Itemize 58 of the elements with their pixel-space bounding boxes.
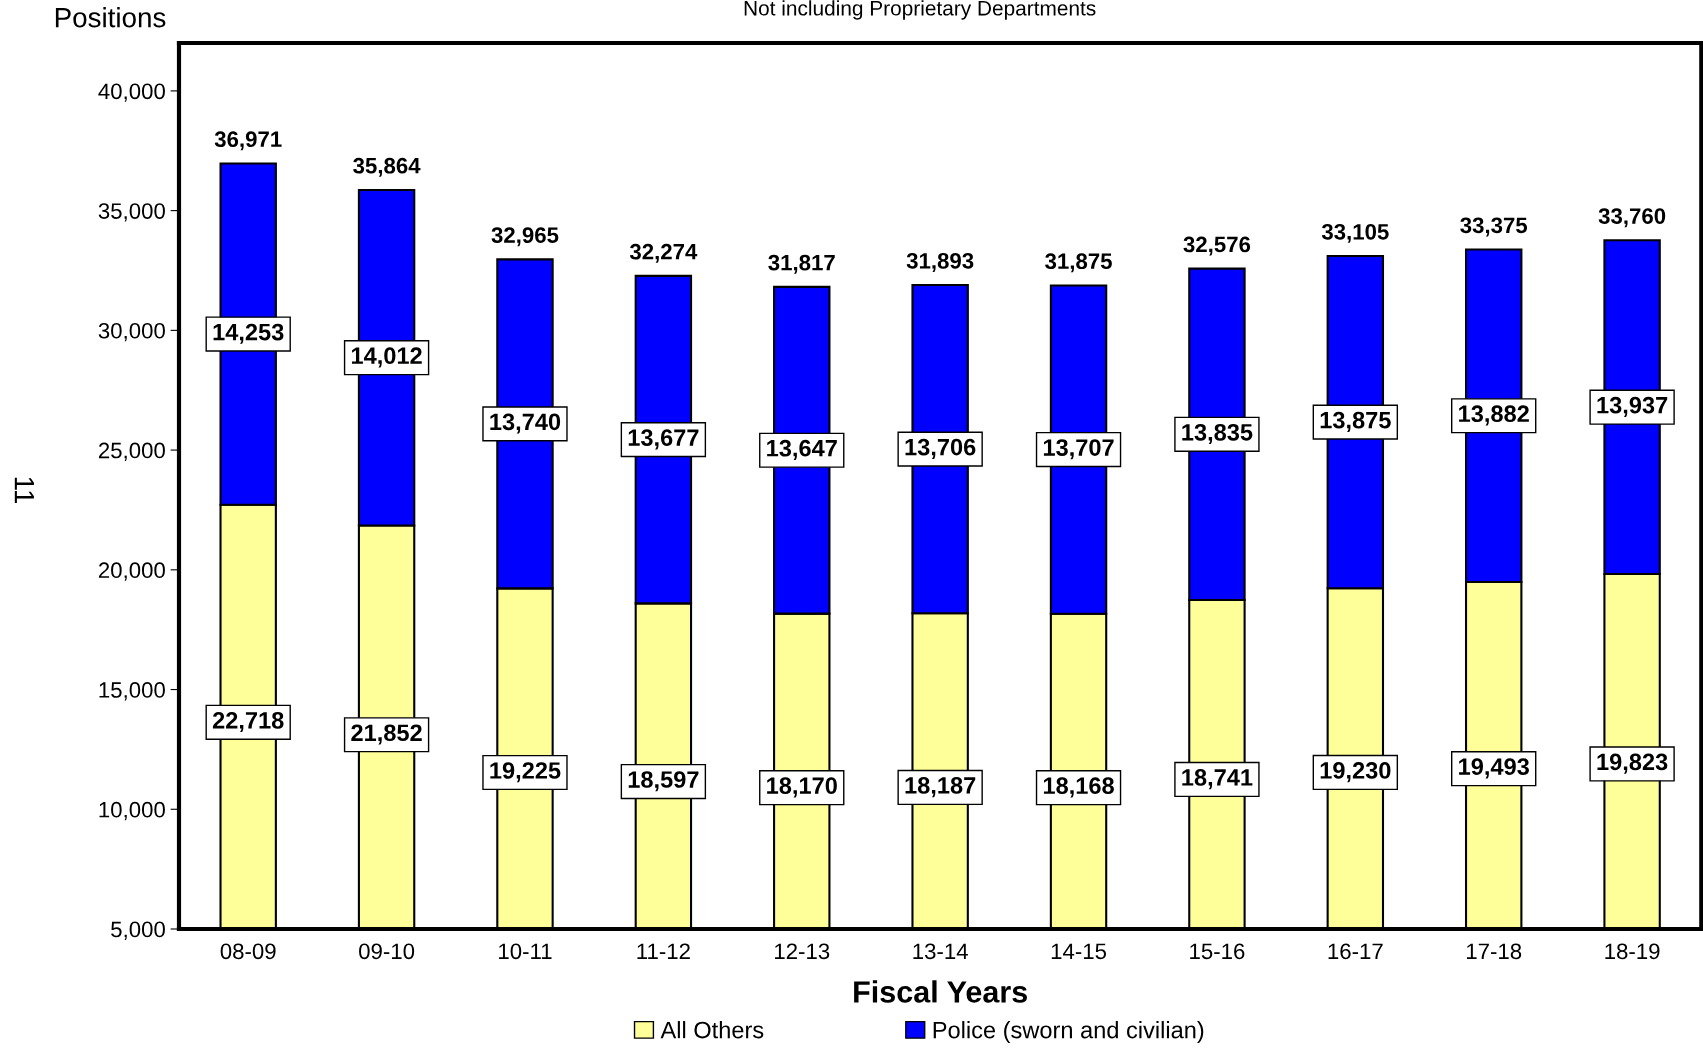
data-label: 18,597	[628, 771, 699, 792]
total-label: 33,105	[1321, 223, 1389, 243]
y-tick-label: 20,000	[98, 562, 165, 581]
text: 11	[14, 477, 34, 504]
total-label: 32,576	[1183, 236, 1251, 256]
legend-label: All Others	[660, 1021, 764, 1039]
data-label: 18,187	[905, 777, 976, 798]
data-label: 18,741	[1182, 769, 1253, 790]
total-label: 31,817	[768, 254, 835, 274]
total-label: 31,893	[906, 252, 974, 272]
x-tick-label: 11-12	[637, 943, 690, 959]
y-tick-label: 5,000	[111, 921, 165, 940]
data-label: 13,707	[1043, 439, 1114, 460]
x-tick-label: 18-19	[1605, 943, 1660, 960]
y-tick-label: 25,000	[98, 442, 165, 461]
data-label: 21,852	[351, 724, 422, 745]
total-label: 31,875	[1045, 253, 1112, 273]
data-label: 14,253	[213, 323, 284, 344]
total-label: 36,971	[214, 131, 282, 151]
data-label: 19,493	[1459, 758, 1529, 779]
y-tick-label: 30,000	[98, 322, 165, 342]
data-label: 19,225	[490, 762, 561, 783]
x-tick-label: 14-15	[1051, 943, 1107, 960]
chart-subtitle: Not including Proprietary Departments	[744, 0, 1096, 20]
x-tick-label: 09-10	[359, 943, 415, 960]
data-label: 19,823	[1597, 753, 1668, 774]
x-tick-label: 15-16	[1190, 943, 1245, 960]
legend-label: Police (sworn and civilian)	[933, 1021, 1204, 1044]
x-tick-label: 17-18	[1466, 943, 1522, 960]
data-label: 18,170	[767, 777, 837, 798]
data-label: 13,937	[1597, 396, 1668, 417]
x-tick-label: 10-11	[499, 943, 552, 960]
x-axis-title: Fiscal Years	[854, 980, 1027, 1003]
x-tick-label: 13-14	[913, 943, 968, 960]
total-label: 35,864	[353, 157, 421, 177]
data-label: 13,875	[1320, 411, 1391, 432]
data-label: 13,740	[490, 413, 561, 434]
total-label: 32,274	[629, 243, 698, 263]
y-axis-title: Positions	[55, 7, 166, 28]
data-label: 13,835	[1182, 423, 1253, 445]
y-tick-label: 40,000	[98, 83, 165, 102]
total-label: 33,375	[1460, 217, 1528, 237]
y-tick-label: 15,000	[99, 682, 165, 701]
data-label: 13,706	[905, 438, 976, 459]
y-tick-label: 35,000	[98, 203, 165, 222]
x-tick-label: 16-17	[1328, 943, 1383, 960]
data-label: 18,168	[1043, 777, 1114, 798]
data-label: 22,718	[212, 711, 284, 733]
total-label: 33,760	[1598, 208, 1666, 228]
data-label: 13,882	[1459, 405, 1529, 426]
x-tick-label: 12-13	[775, 943, 830, 960]
data-label: 13,647	[767, 439, 837, 460]
data-label: 14,012	[351, 347, 422, 368]
y-tick-label: 10,000	[99, 801, 165, 821]
x-tick-label: 08-09	[220, 943, 276, 960]
total-label: 32,965	[491, 227, 559, 247]
data-label: 19,230	[1320, 762, 1391, 783]
data-label: 13,677	[628, 429, 699, 450]
